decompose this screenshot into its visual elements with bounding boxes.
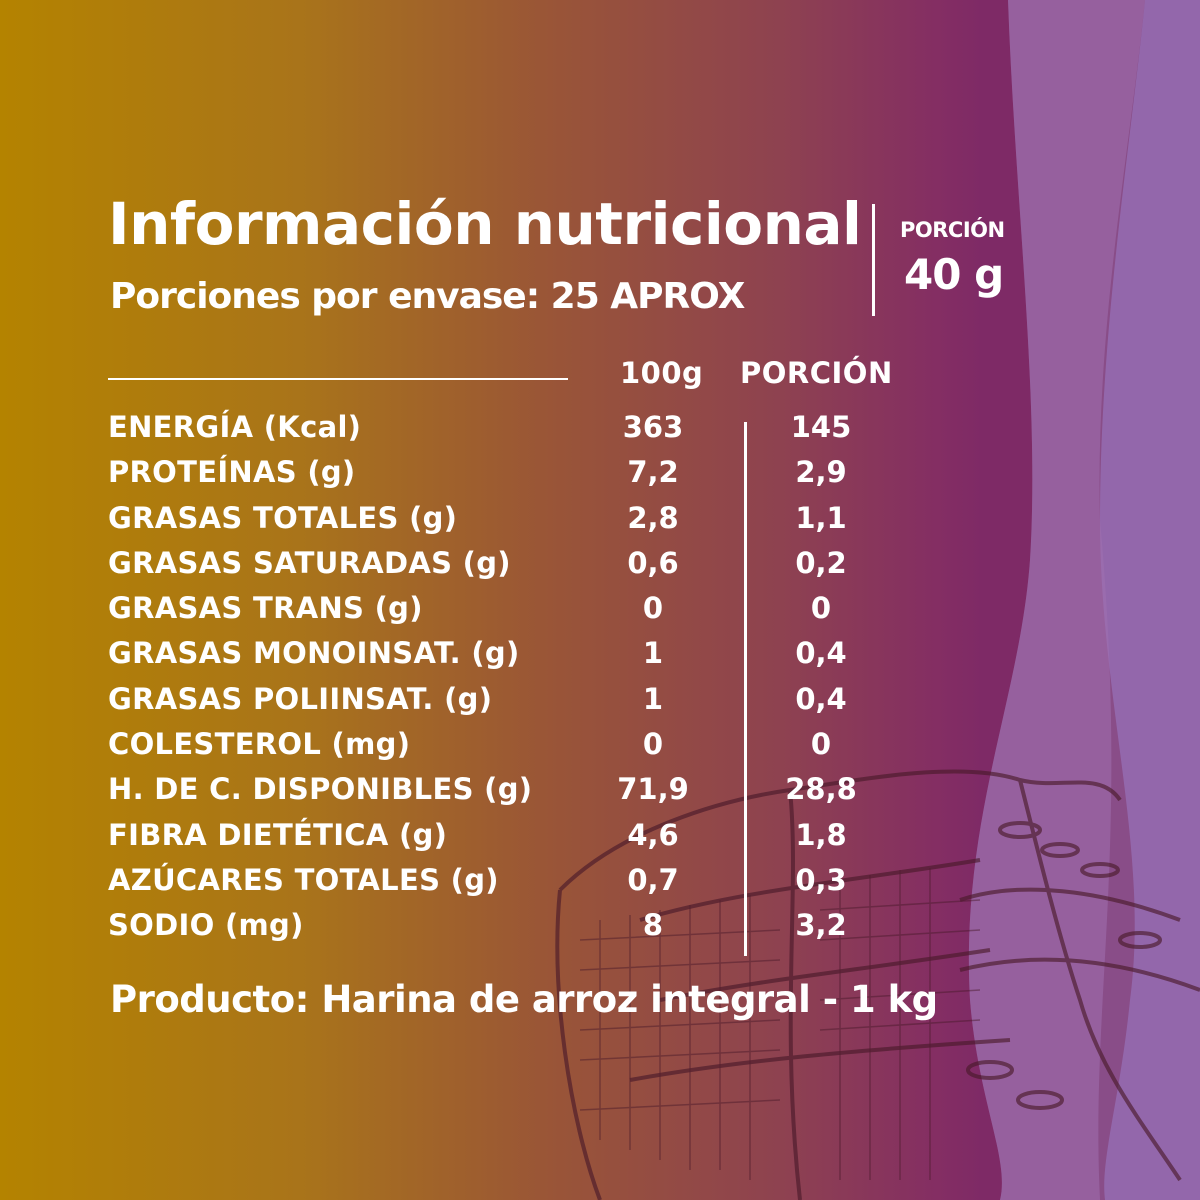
- portion-size-value: 40 g: [904, 250, 1004, 299]
- portion-size-label: PORCIÓN: [900, 218, 1005, 242]
- header-divider: [872, 204, 875, 316]
- rice-sack-illustration: [555, 769, 1200, 1200]
- nutrient-label: PROTEÍNAS (g): [108, 455, 356, 490]
- product-name: Producto: Harina de arroz integral - 1 k…: [110, 978, 938, 1021]
- value-per-100g: 1: [642, 636, 664, 671]
- value-per-portion: 0: [810, 727, 832, 762]
- page-title: Información nutricional: [108, 190, 862, 258]
- nutrient-label: GRASAS POLIINSAT. (g): [108, 681, 493, 716]
- value-per-100g: 7,2: [627, 455, 679, 490]
- value-per-portion: 3,2: [795, 908, 847, 943]
- value-per-portion: 2,9: [795, 455, 847, 490]
- value-per-100g: 0,7: [627, 862, 679, 897]
- value-per-100g: 0: [642, 727, 664, 762]
- value-per-100g: 71,9: [617, 772, 689, 807]
- value-per-100g: 4,6: [627, 817, 679, 852]
- background-wave-decoration: [968, 0, 1200, 1200]
- nutrient-label: GRASAS SATURADAS (g): [108, 545, 511, 580]
- value-per-100g: 1: [642, 681, 664, 716]
- column-header-100g: 100g: [620, 356, 704, 390]
- table-column-divider: [744, 422, 747, 956]
- table-row: COLESTEROL (mg) 0 0: [108, 727, 908, 772]
- table-row: GRASAS POLIINSAT. (g) 1 0,4: [108, 682, 908, 727]
- nutrient-label: ENERGÍA (Kcal): [108, 410, 362, 444]
- table-row: GRASAS MONOINSAT. (g) 1 0,4: [108, 636, 908, 681]
- table-row: FIBRA DIETÉTICA (g) 4,6 1,8: [108, 818, 908, 863]
- value-per-100g: 0,6: [627, 545, 679, 580]
- nutrient-label: FIBRA DIETÉTICA (g): [108, 817, 448, 852]
- nutrient-label: COLESTEROL (mg): [108, 727, 411, 762]
- table-row: ENERGÍA (Kcal) 363 145: [108, 410, 908, 455]
- value-per-portion: 145: [790, 410, 852, 444]
- nutrient-label: H. DE C. DISPONIBLES (g): [108, 772, 533, 807]
- value-per-portion: 0,3: [795, 862, 847, 897]
- nutrient-label: GRASAS TRANS (g): [108, 591, 423, 626]
- value-per-100g: 0: [642, 591, 664, 626]
- value-per-portion: 0: [810, 591, 832, 626]
- value-per-portion: 0,2: [795, 545, 847, 580]
- table-row: GRASAS TOTALES (g) 2,8 1,1: [108, 501, 908, 546]
- table-header-rule: [108, 378, 568, 380]
- table-row: H. DE C. DISPONIBLES (g) 71,9 28,8: [108, 772, 908, 817]
- value-per-portion: 1,1: [795, 500, 847, 535]
- table-row: GRASAS TRANS (g) 0 0: [108, 591, 908, 636]
- table-row: GRASAS SATURADAS (g) 0,6 0,2: [108, 546, 908, 591]
- table-row: AZÚCARES TOTALES (g) 0,7 0,3: [108, 863, 908, 908]
- value-per-portion: 1,8: [795, 817, 847, 852]
- value-per-portion: 0,4: [795, 681, 847, 716]
- value-per-portion: 0,4: [795, 636, 847, 671]
- value-per-100g: 2,8: [627, 500, 679, 535]
- table-row: SODIO (mg) 8 3,2: [108, 908, 908, 953]
- nutrient-label: SODIO (mg): [108, 908, 304, 943]
- column-header-portion: PORCIÓN: [740, 356, 893, 390]
- nutrition-table: ENERGÍA (Kcal) 363 145 PROTEÍNAS (g) 7,2…: [108, 410, 908, 954]
- servings-per-container: Porciones por envase: 25 APROX: [110, 276, 745, 317]
- nutrient-label: AZÚCARES TOTALES (g): [108, 862, 499, 897]
- value-per-portion: 28,8: [785, 772, 857, 807]
- nutrient-label: GRASAS TOTALES (g): [108, 500, 458, 535]
- value-per-100g: 8: [642, 908, 664, 943]
- table-row: PROTEÍNAS (g) 7,2 2,9: [108, 455, 908, 500]
- value-per-100g: 363: [622, 410, 684, 444]
- nutrient-label: GRASAS MONOINSAT. (g): [108, 636, 520, 671]
